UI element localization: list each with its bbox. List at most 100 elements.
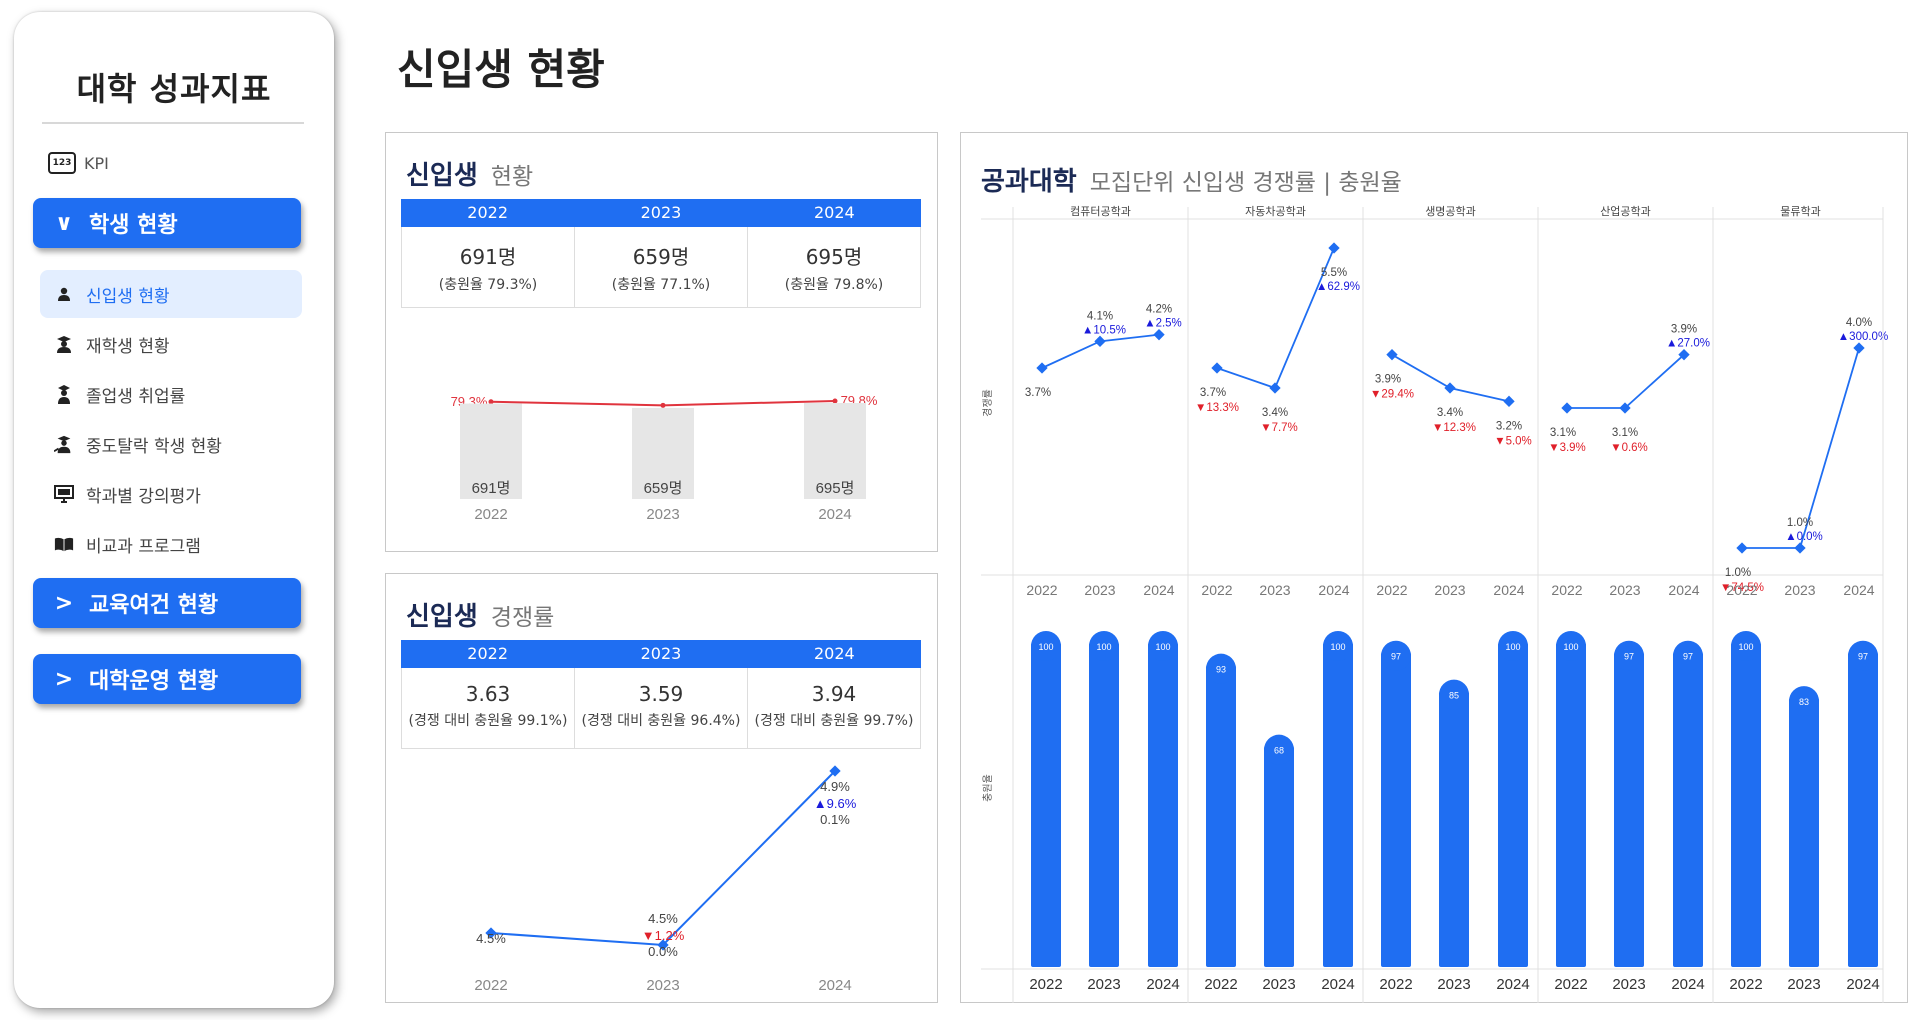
competition-value-label: 4.0% (1846, 317, 1872, 329)
sidebar-item-enrolled[interactable]: 재학생 현황 (40, 320, 302, 368)
competition-value-label: 1.0% (1725, 567, 1751, 579)
fill-rate-bar-label: 100 (1155, 642, 1170, 652)
competition-value-label: 3.9% (1375, 374, 1401, 386)
cell-main: 691명 (459, 245, 517, 269)
fill-rate-bar (1323, 643, 1353, 967)
graduate-icon (54, 384, 74, 404)
fill-rate-bar-cap (1206, 653, 1236, 684)
cell-main: 3.63 (465, 682, 511, 706)
panel-title: 신입생 경쟁률 (406, 596, 554, 633)
enroll-x-tick: 2023 (646, 506, 679, 523)
competition-change-label: ▲2.5% (1144, 318, 1182, 330)
section-education-env[interactable]: > 교육여건 현황 (33, 578, 301, 628)
facet-title: 생명공학과 (1425, 205, 1476, 218)
enroll-cell: 695명 (충원율 79.8%) (748, 227, 921, 307)
competition-change-label: ▼13.3% (1195, 402, 1239, 414)
monitor-icon (54, 484, 74, 504)
cell-main: 3.94 (811, 682, 857, 706)
competition-series-point (1328, 242, 1340, 254)
fill-rate-bar (1439, 691, 1469, 967)
panel-title-rest: 현황 (490, 164, 534, 190)
y-axis-label: 경쟁률 (981, 389, 994, 417)
fill-rate-point (832, 398, 838, 404)
fill-rate-bar (1089, 643, 1119, 967)
competition-diff-label: 0.1% (820, 812, 850, 827)
kpi-link[interactable]: 123 KPI (48, 152, 109, 174)
sidebar-item-label: 재학생 현황 (86, 336, 170, 357)
section-label: 학생 현황 (89, 213, 178, 238)
competition-series-point (1619, 402, 1631, 414)
fill-rate-point (660, 402, 666, 408)
competition-value-label: 3.4% (1437, 407, 1463, 419)
competition-cell: 3.63 (경쟁 대비 충원율 99.1%) (402, 668, 575, 748)
facet-x-tick: 2022 (1376, 582, 1407, 598)
competition-change-label: ▲27.0% (1666, 338, 1710, 350)
fill-rate-bar (1148, 643, 1178, 967)
facet-x-tick: 2023 (1784, 582, 1815, 598)
sidebar: 대학 성과지표 123 KPI ∨ 학생 현황 신입생 현황 재학생 현황 졸업… (14, 12, 334, 1008)
year-header: 2022 (467, 203, 509, 222)
dropout-icon (54, 434, 74, 454)
panel-title: 공과대학 모집단위 신입생 경쟁률 | 충원율 (981, 161, 1402, 198)
enroll-x-tick: 2024 (818, 506, 851, 523)
competition-value-label: 5.5% (1321, 267, 1347, 279)
competition-value-label: 4.5% (648, 911, 678, 926)
fill-x-tick: 2023 (1437, 976, 1470, 993)
competition-change-label: ▼29.4% (1370, 389, 1414, 401)
fill-rate-bar-label: 85 (1449, 691, 1459, 701)
enroll-panel: 신입생 현황 2022 2023 2024 691명 (충원율 79.3%) 65… (385, 132, 938, 552)
competition-change-label: ▼1.2% (642, 928, 685, 943)
competition-series-point (1794, 542, 1806, 554)
cell-sub: (경쟁 대비 충원율 99.7%) (754, 713, 914, 729)
sidebar-item-lecture-eval[interactable]: 학과별 강의평가 (40, 470, 302, 518)
fill-x-tick: 2023 (1787, 976, 1820, 993)
fill-rate-bar (1731, 643, 1761, 967)
competition-change-label: ▼3.9% (1548, 442, 1586, 454)
fill-rate-bar-label: 100 (1738, 642, 1753, 652)
section-student-status[interactable]: ∨ 학생 현황 (33, 198, 301, 248)
facet-x-tick: 2024 (1143, 582, 1174, 598)
cell-main: 659명 (632, 245, 690, 269)
fill-rate-bar (1498, 643, 1528, 967)
fill-rate-bar (1614, 652, 1644, 967)
competition-value-label: 3.1% (1550, 427, 1576, 439)
fill-rate-bar-label: 97 (1391, 652, 1401, 662)
fill-rate-bar-label: 100 (1096, 642, 1111, 652)
fill-rate-bar-cap (1148, 631, 1178, 661)
panel-title-bold: 공과대학 (981, 167, 1077, 197)
sidebar-item-employment[interactable]: 졸업생 취업률 (40, 370, 302, 418)
fill-rate-point (488, 399, 494, 405)
competition-table: 2022 2023 2024 3.63 (경쟁 대비 충원율 99.1%) 3.5… (401, 640, 921, 749)
y-axis-label: 충원율 (982, 774, 994, 802)
fill-rate-bar-label: 100 (1038, 642, 1053, 652)
facet-title: 산업공학과 (1600, 205, 1651, 218)
competition-value-label: 4.1% (1087, 310, 1113, 322)
enroll-bar (632, 407, 694, 499)
sidebar-item-freshmen[interactable]: 신입생 현황 (40, 270, 302, 318)
fill-rate-bar-cap (1498, 631, 1528, 661)
fill-rate-bar-cap (1848, 640, 1878, 671)
sidebar-item-extracurricular[interactable]: 비교과 프로그램 (40, 520, 302, 568)
divider (42, 122, 304, 124)
fill-rate-bar-cap (1731, 631, 1761, 661)
fill-x-tick: 2024 (1146, 976, 1179, 993)
competition-diff-label: 0.0% (648, 944, 678, 959)
sidebar-item-dropout[interactable]: 중도탈락 학생 현황 (40, 420, 302, 468)
engineering-panel: 공과대학 모집단위 신입생 경쟁률 | 충원율 경쟁률 충원율 컴퓨터공학과 3.7%… (960, 132, 1908, 1003)
facet-title: 물류학과 (1780, 205, 1820, 218)
fill-rate-bar-label: 100 (1505, 642, 1520, 652)
fill-rate-bar (1206, 665, 1236, 967)
year-header: 2023 (640, 644, 682, 663)
enroll-bar (804, 403, 866, 499)
competition-series-point (1386, 349, 1398, 361)
fill-rate-bar-cap (1031, 631, 1061, 661)
competition-series-point (1853, 342, 1865, 354)
book-icon (54, 534, 74, 554)
fill-rate-bar-label: 97 (1683, 652, 1693, 662)
section-university-ops[interactable]: > 대학운영 현황 (33, 654, 301, 704)
panel-title: 신입생 현황 (406, 155, 533, 192)
competition-series-point (1678, 349, 1690, 361)
fill-rate-bar (1556, 643, 1586, 967)
sidebar-item-label: 신입생 현황 (86, 286, 170, 307)
enroll-bar (460, 403, 522, 499)
